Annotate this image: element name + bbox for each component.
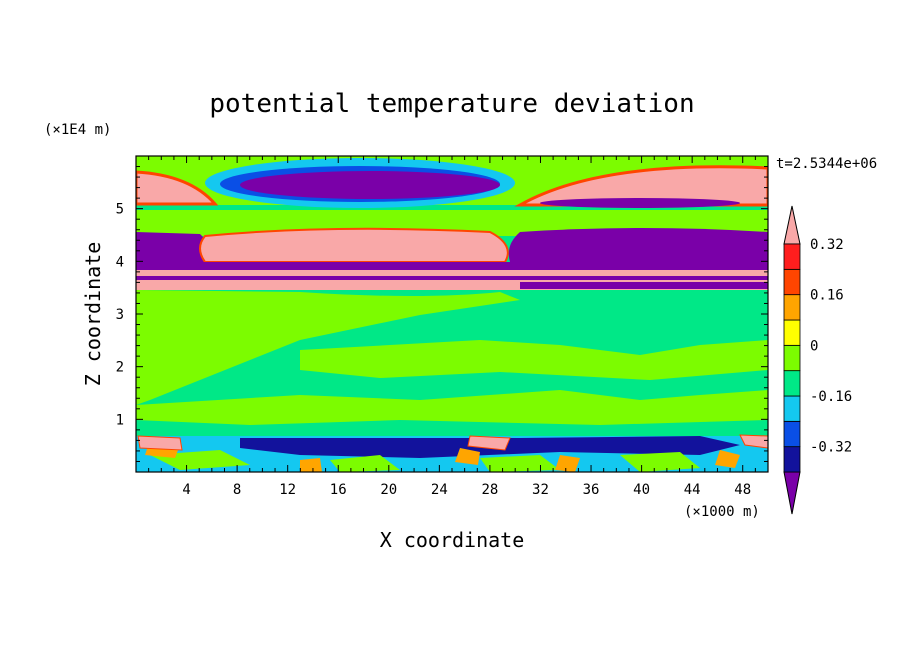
x-tick-label: 48 xyxy=(734,482,751,498)
colorbar-label: 0.16 xyxy=(810,288,844,304)
x-unit-label: (×1000 m) xyxy=(684,504,760,520)
plot-area xyxy=(136,156,768,472)
middle-pink-band-2 xyxy=(136,280,768,290)
y-tick-label: 3 xyxy=(116,307,124,323)
lower-green-patch xyxy=(136,290,520,405)
middle-pink-band xyxy=(136,270,768,280)
colorbar-label: -0.32 xyxy=(810,440,852,456)
y-axis: 1 2 3 4 5 xyxy=(116,166,768,462)
colorbar-swatch xyxy=(783,446,801,473)
upper-left-purple xyxy=(136,232,209,262)
colorbar-label: 0.32 xyxy=(810,237,844,253)
time-label: t=2.5344e+06 xyxy=(776,156,877,172)
colorbar-swatch xyxy=(783,344,801,372)
chart-title: potential temperature deviation xyxy=(209,89,694,119)
x-tick-label: 4 xyxy=(182,482,190,498)
mid-green-patch xyxy=(300,340,768,380)
y-tick-label: 5 xyxy=(116,202,124,218)
x-axis: 4 8 12 16 20 24 28 32 36 40 44 48 xyxy=(148,156,756,498)
colorbar-swatch xyxy=(783,420,801,448)
x-tick-label: 8 xyxy=(233,482,241,498)
middle-purple-band-2 xyxy=(136,276,768,282)
colorbar-label: 0 xyxy=(810,338,818,354)
lower-green-patch-2 xyxy=(136,390,768,425)
y-unit-label: (×1E4 m) xyxy=(44,122,111,138)
colorbar-swatch xyxy=(783,319,801,346)
x-tick-label: 24 xyxy=(431,482,448,498)
colorbar-swatch xyxy=(783,294,801,321)
top-right-pink xyxy=(514,165,768,207)
x-tick-label: 36 xyxy=(583,482,600,498)
x-tick-label: 40 xyxy=(633,482,650,498)
x-tick-label: 20 xyxy=(380,482,397,498)
top-left-pink xyxy=(136,170,219,206)
colorbar: 0.32 0.16 0 -0.16 -0.32 xyxy=(783,205,852,515)
colorbar-swatch xyxy=(783,268,801,296)
colorbar-label: -0.16 xyxy=(810,389,852,405)
top-right-purple xyxy=(540,198,740,208)
bottom-pink-patches xyxy=(137,434,768,451)
y-tick-label: 2 xyxy=(116,360,124,376)
colorbar-upper-arrow xyxy=(783,205,801,245)
colorbar-swatch xyxy=(783,243,801,270)
colorbar-swatch xyxy=(783,395,801,422)
top-blue-band xyxy=(136,205,768,213)
x-tick-label: 12 xyxy=(279,482,296,498)
middle-purple-band-3 xyxy=(520,282,768,289)
colorbar-swatch xyxy=(783,370,801,397)
x-tick-label: 28 xyxy=(481,482,498,498)
x-tick-label: 44 xyxy=(684,482,701,498)
x-tick-label: 32 xyxy=(532,482,549,498)
y-tick-label: 1 xyxy=(116,412,124,428)
upper-pink-blob xyxy=(199,227,509,263)
colorbar-lower-arrow xyxy=(783,471,801,515)
bottom-green-patches xyxy=(150,450,700,472)
upper-green-band xyxy=(136,210,768,232)
x-tick-label: 16 xyxy=(330,482,347,498)
top-purple-core xyxy=(240,171,500,199)
y-axis-label: Z coordinate xyxy=(81,242,105,387)
upper-right-purple xyxy=(508,228,768,262)
y-tick-label: 4 xyxy=(116,254,124,270)
x-axis-label: X coordinate xyxy=(380,528,525,552)
